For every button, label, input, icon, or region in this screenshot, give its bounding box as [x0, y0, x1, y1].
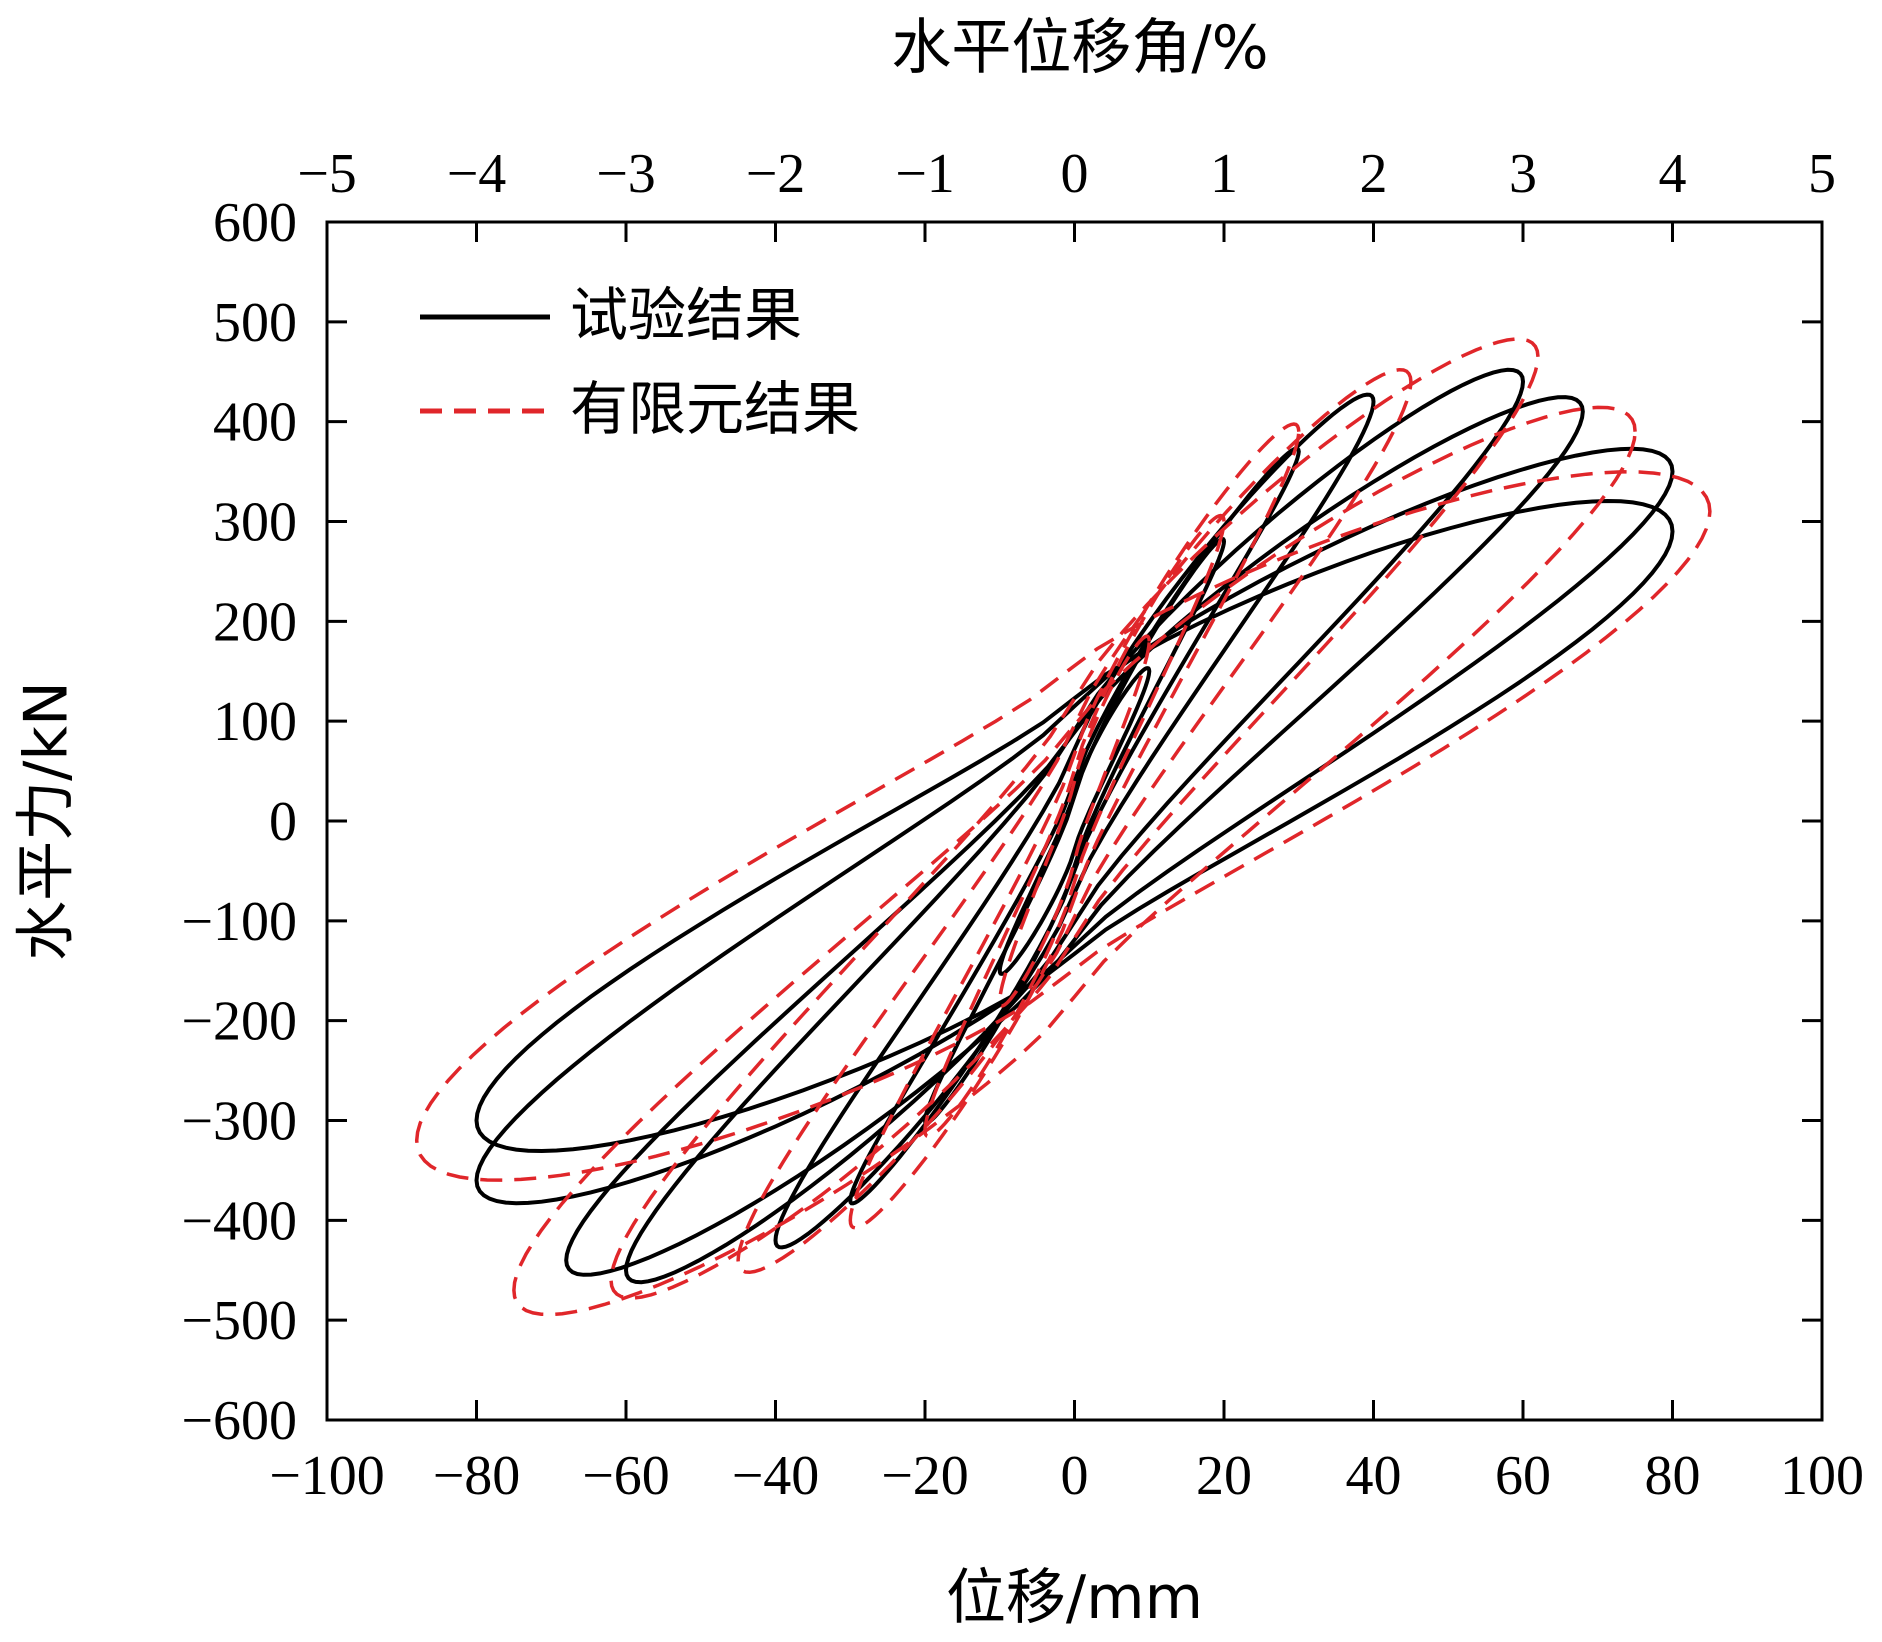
- y-tick-label: −500: [181, 1290, 297, 1352]
- hysteresis-loop: [474, 498, 1675, 1154]
- series-test: [474, 367, 1675, 1285]
- series-fem: [414, 337, 1712, 1317]
- top-tick-label: 1: [1210, 143, 1238, 205]
- hysteresis-loop: [623, 367, 1526, 1285]
- hysteresis-loop: [998, 634, 1152, 1008]
- hysteresis-loop: [609, 337, 1540, 1300]
- curves-layer: [414, 337, 1712, 1317]
- x-tick-label: 100: [1780, 1445, 1864, 1507]
- ticks-layer: −100 −80 −60 −40 −20 0 20 40 60 80 100−5 −4 −3 −2 −1 0 1…: [181, 143, 1864, 1507]
- x-tick-label: 60: [1495, 1445, 1551, 1507]
- y-tick-label: 600: [213, 192, 297, 254]
- top-tick-label: 0: [1061, 143, 1089, 205]
- hysteresis-loop: [736, 367, 1413, 1275]
- x-tick-label: −20: [881, 1445, 969, 1507]
- legend-label: 试验结果: [570, 281, 802, 349]
- legend-label: 有限元结果: [570, 375, 860, 443]
- y-tick-label: −100: [181, 891, 297, 953]
- hysteresis-loop: [773, 392, 1376, 1250]
- top-tick-label: 4: [1659, 143, 1687, 205]
- x-tick-label: −80: [433, 1445, 521, 1507]
- x-axis-title: 位移/mm: [946, 1563, 1203, 1633]
- hysteresis-loop: [848, 446, 1301, 1206]
- top-tick-label: 5: [1808, 143, 1836, 205]
- y-tick-label: 400: [213, 392, 297, 454]
- top-tick-label: −3: [596, 143, 656, 205]
- y-tick-label: −300: [181, 1091, 297, 1153]
- y-tick-label: 300: [213, 492, 297, 554]
- hysteresis-loop: [848, 422, 1301, 1230]
- x-tick-label: −60: [582, 1445, 670, 1507]
- hysteresis-loop: [564, 395, 1585, 1277]
- top-tick-label: −1: [895, 143, 955, 205]
- hysteresis-loop: [414, 470, 1712, 1182]
- x-tick-label: −40: [732, 1445, 820, 1507]
- y-tick-label: 0: [269, 791, 297, 853]
- y-tick-label: −400: [181, 1190, 297, 1252]
- top-tick-label: −2: [746, 143, 806, 205]
- y-tick-label: −200: [181, 991, 297, 1053]
- y-tick-label: 100: [213, 691, 297, 753]
- top-tick-label: 3: [1509, 143, 1537, 205]
- y-tick-label: 500: [213, 292, 297, 354]
- top-tick-label: −5: [297, 143, 357, 205]
- plot-frame: [325, 220, 1824, 1422]
- hysteresis-loop: [997, 666, 1152, 976]
- y-tick-label: 200: [213, 591, 297, 653]
- x-tick-label: 0: [1061, 1445, 1089, 1507]
- y-tick-label: −600: [181, 1390, 297, 1452]
- top-axis-title: 水平位移角/%: [891, 13, 1268, 83]
- x-tick-label: 40: [1346, 1445, 1402, 1507]
- x-tick-label: 80: [1645, 1445, 1701, 1507]
- top-tick-label: 2: [1360, 143, 1388, 205]
- hysteresis-loop: [512, 405, 1637, 1317]
- x-tick-label: 20: [1196, 1445, 1252, 1507]
- y-axis-title: 水平力/kN: [12, 681, 82, 961]
- x-tick-label: −100: [269, 1445, 385, 1507]
- hysteresis-loop: [474, 446, 1675, 1206]
- top-tick-label: −4: [447, 143, 507, 205]
